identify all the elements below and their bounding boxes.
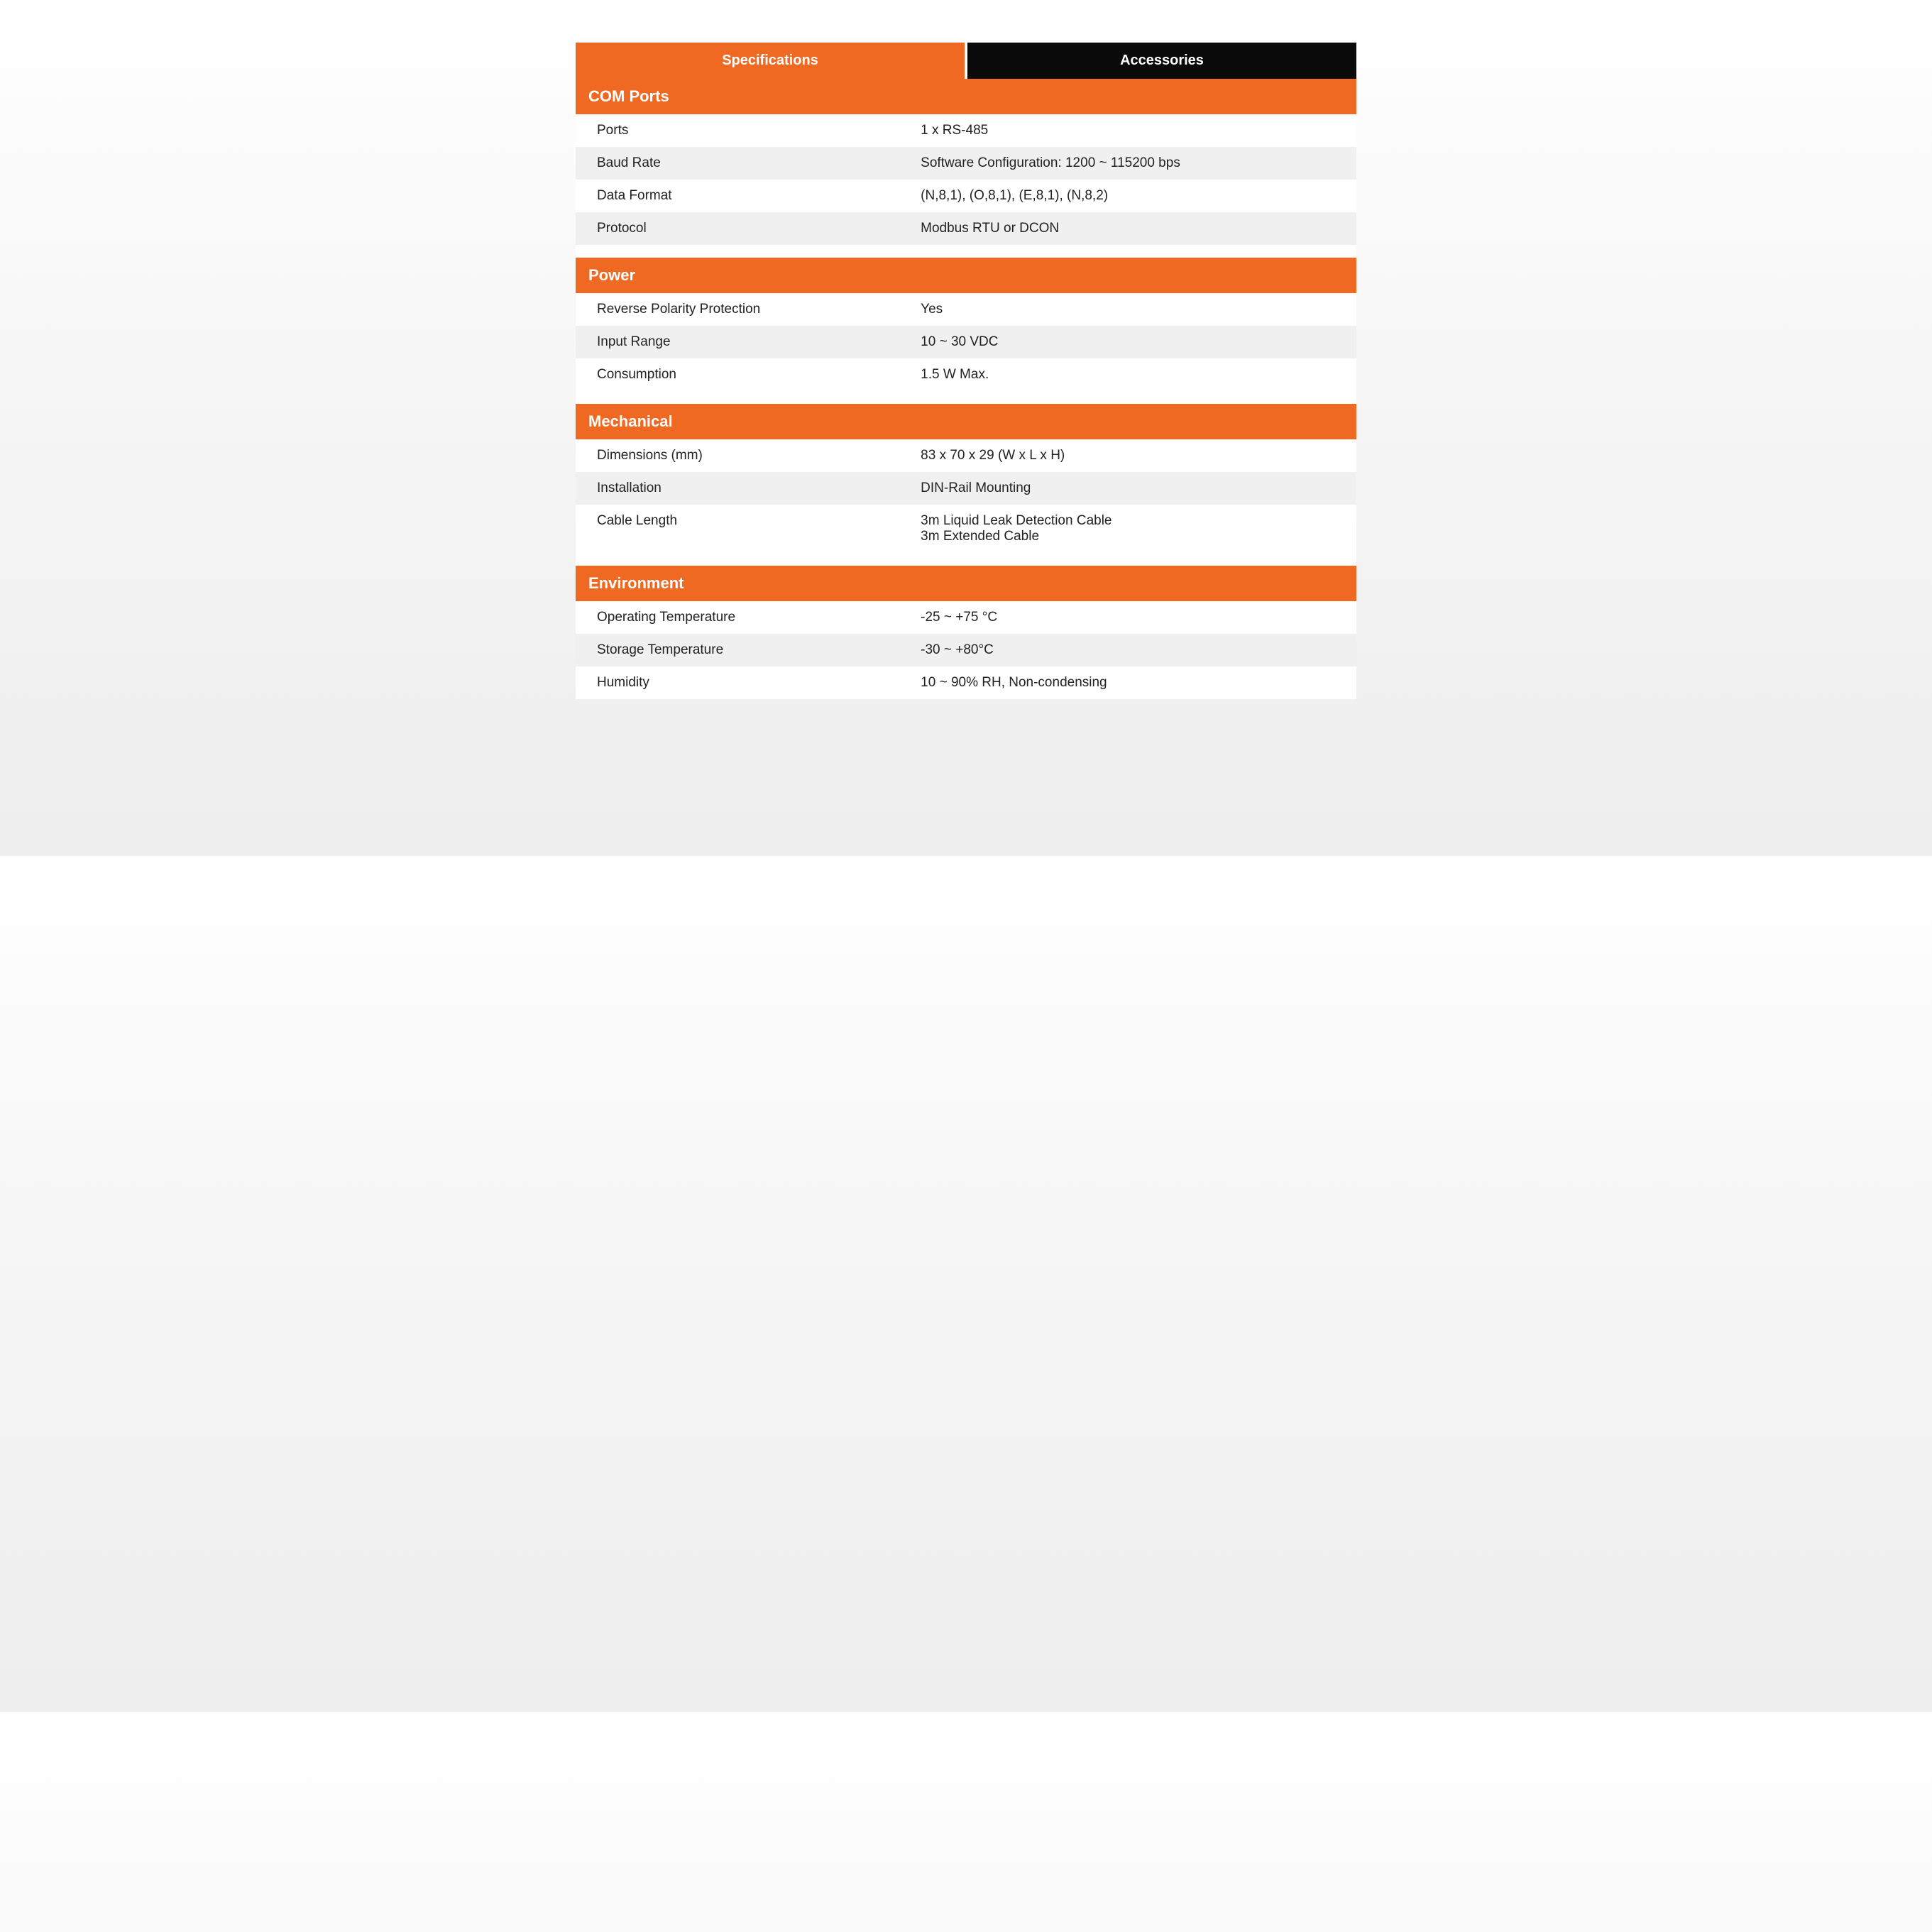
- table-row: Storage Temperature -30 ~ +80°C: [576, 634, 1356, 666]
- tab-specifications[interactable]: Specifications: [576, 43, 965, 79]
- spec-value: Software Configuration: 1200 ~ 115200 bp…: [921, 155, 1344, 171]
- section-header-mechanical: Mechanical: [576, 404, 1356, 439]
- spec-value: 3m Liquid Leak Detection Cable 3m Extend…: [921, 513, 1344, 544]
- table-row: Installation DIN-Rail Mounting: [576, 472, 1356, 505]
- spec-label: Humidity: [588, 675, 921, 691]
- table-row: Data Format (N,8,1), (O,8,1), (E,8,1), (…: [576, 180, 1356, 212]
- spec-value: 10 ~ 90% RH, Non-condensing: [921, 675, 1344, 691]
- section-header-com-ports: COM Ports: [576, 79, 1356, 114]
- section-header-environment: Environment: [576, 566, 1356, 601]
- spec-label: Input Range: [588, 334, 921, 350]
- spec-label: Consumption: [588, 367, 921, 383]
- section-gap: [576, 245, 1356, 258]
- spec-container: Specifications Accessories COM Ports Por…: [576, 43, 1356, 699]
- table-row: Baud Rate Software Configuration: 1200 ~…: [576, 147, 1356, 180]
- spec-value: (N,8,1), (O,8,1), (E,8,1), (N,8,2): [921, 188, 1344, 204]
- spec-label: Cable Length: [588, 513, 921, 544]
- spec-label: Protocol: [588, 221, 921, 236]
- spec-label: Dimensions (mm): [588, 448, 921, 463]
- spec-value: 1.5 W Max.: [921, 367, 1344, 383]
- table-row: Humidity 10 ~ 90% RH, Non-condensing: [576, 666, 1356, 699]
- spec-label: Data Format: [588, 188, 921, 204]
- table-row: Ports 1 x RS-485: [576, 114, 1356, 147]
- spec-value: Modbus RTU or DCON: [921, 221, 1344, 236]
- tab-accessories[interactable]: Accessories: [967, 43, 1356, 79]
- spec-value: -25 ~ +75 °C: [921, 610, 1344, 625]
- table-row: Dimensions (mm) 83 x 70 x 29 (W x L x H): [576, 439, 1356, 472]
- tabs: Specifications Accessories: [576, 43, 1356, 79]
- spec-value: 83 x 70 x 29 (W x L x H): [921, 448, 1344, 463]
- section-gap: [576, 391, 1356, 404]
- spec-label: Operating Temperature: [588, 610, 921, 625]
- section-gap: [576, 553, 1356, 566]
- section-header-power: Power: [576, 258, 1356, 293]
- spec-value: 1 x RS-485: [921, 123, 1344, 138]
- spec-label: Baud Rate: [588, 155, 921, 171]
- table-row: Operating Temperature -25 ~ +75 °C: [576, 601, 1356, 634]
- spec-label: Ports: [588, 123, 921, 138]
- table-row: Consumption 1.5 W Max.: [576, 358, 1356, 391]
- spec-value: Yes: [921, 302, 1344, 317]
- spec-label: Installation: [588, 481, 921, 496]
- table-row: Input Range 10 ~ 30 VDC: [576, 326, 1356, 358]
- spec-value: 10 ~ 30 VDC: [921, 334, 1344, 350]
- spec-value: DIN-Rail Mounting: [921, 481, 1344, 496]
- table-row: Protocol Modbus RTU or DCON: [576, 212, 1356, 245]
- spec-label: Storage Temperature: [588, 642, 921, 658]
- spec-value: -30 ~ +80°C: [921, 642, 1344, 658]
- table-row: Cable Length 3m Liquid Leak Detection Ca…: [576, 505, 1356, 553]
- spec-label: Reverse Polarity Protection: [588, 302, 921, 317]
- table-row: Reverse Polarity Protection Yes: [576, 293, 1356, 326]
